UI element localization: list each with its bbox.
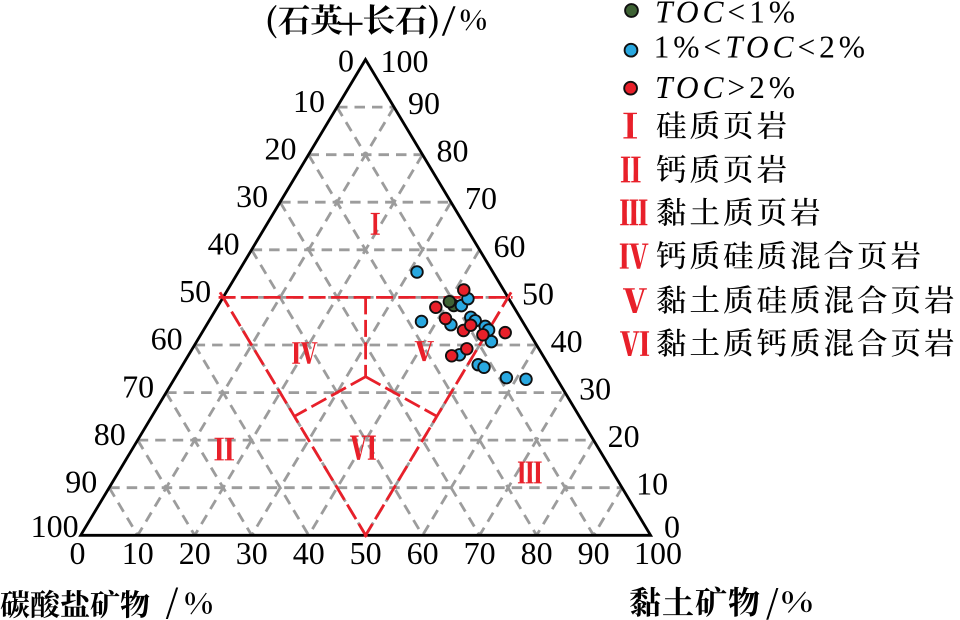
- svg-text:20: 20: [265, 130, 297, 166]
- svg-text:70: 70: [464, 535, 496, 571]
- svg-text:TOC<1%: TOC<1%: [655, 0, 799, 29]
- svg-text:80: 80: [521, 535, 553, 571]
- svg-text:10: 10: [636, 466, 668, 502]
- svg-text:TOC>2%: TOC>2%: [655, 70, 799, 105]
- svg-text:0: 0: [338, 42, 354, 78]
- svg-text:10: 10: [293, 83, 325, 119]
- svg-text:10: 10: [122, 535, 154, 571]
- svg-text:100: 100: [381, 43, 429, 79]
- svg-text:70: 70: [465, 180, 497, 216]
- svg-text:0: 0: [70, 535, 86, 571]
- svg-text:60: 60: [407, 535, 439, 571]
- svg-text:100: 100: [634, 535, 682, 571]
- svg-text:90: 90: [578, 535, 610, 571]
- svg-text:20: 20: [608, 418, 640, 454]
- svg-text:90: 90: [408, 85, 440, 121]
- svg-text:70: 70: [122, 368, 154, 404]
- svg-text:40: 40: [293, 535, 325, 571]
- svg-text:30: 30: [236, 535, 268, 571]
- svg-text:20: 20: [179, 535, 211, 571]
- svg-text:40: 40: [551, 323, 583, 359]
- svg-text:0: 0: [664, 509, 680, 545]
- svg-text:1%<TOC<2%: 1%<TOC<2%: [654, 30, 869, 65]
- svg-text:30: 30: [579, 371, 611, 407]
- svg-text:50: 50: [350, 535, 382, 571]
- svg-text:80: 80: [437, 133, 469, 169]
- svg-text:60: 60: [494, 228, 526, 264]
- svg-text:100: 100: [31, 508, 79, 544]
- svg-text:80: 80: [94, 416, 126, 452]
- svg-text:60: 60: [151, 321, 183, 357]
- svg-text:50: 50: [522, 275, 554, 311]
- svg-text:90: 90: [65, 463, 97, 499]
- svg-text:50: 50: [179, 273, 211, 309]
- svg-text:30: 30: [236, 178, 268, 214]
- svg-text:40: 40: [208, 226, 240, 262]
